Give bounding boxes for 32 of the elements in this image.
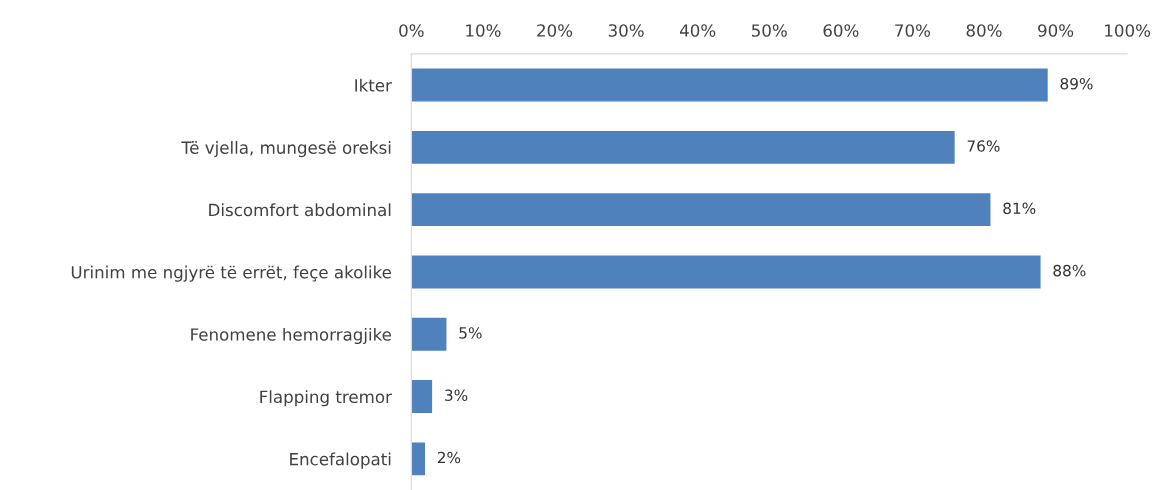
- data-label: 81%: [1003, 202, 1036, 215]
- y-tick-label: Encefalopati: [290, 452, 391, 469]
- y-tick-label: Discomfort abdominal: [209, 203, 391, 217]
- bar: [411, 191, 992, 228]
- data-label: 5%: [459, 327, 482, 339]
- bar: [411, 316, 448, 353]
- data-label: 88%: [1053, 264, 1086, 277]
- y-tick-label: Ikter: [355, 78, 392, 92]
- data-label: 2%: [437, 451, 461, 464]
- bar: [411, 254, 1042, 290]
- x-tick-label: 80%: [966, 24, 1002, 37]
- x-tick-label: 0%: [399, 24, 424, 37]
- x-tick-label: 30%: [608, 24, 644, 37]
- x-tick-label: 60%: [823, 24, 859, 37]
- x-tick-label: 100%: [1105, 24, 1151, 37]
- x-tick-label: 90%: [1038, 24, 1074, 37]
- bar: [411, 67, 1050, 103]
- data-label: 76%: [967, 140, 1000, 152]
- bar: [411, 441, 427, 477]
- x-tick-label: 50%: [752, 24, 787, 37]
- y-tick-label: Të vjella, mungesë oreksi: [181, 141, 391, 158]
- y-tick-label: Flapping tremor: [260, 390, 392, 407]
- x-tick-label: 70%: [895, 24, 930, 37]
- data-label: 89%: [1060, 77, 1093, 90]
- x-tick-label: 40%: [679, 24, 716, 37]
- data-label: 3%: [445, 389, 468, 401]
- y-tick-label: Fenomene hemorragjike: [191, 327, 392, 345]
- bar: [411, 378, 434, 415]
- x-tick-label: 20%: [537, 24, 573, 37]
- y-tick-label: Urinim me ngjyrë të errët, feçe akolike: [71, 265, 392, 282]
- x-tick-label: 10%: [466, 24, 501, 37]
- bar: [411, 129, 957, 166]
